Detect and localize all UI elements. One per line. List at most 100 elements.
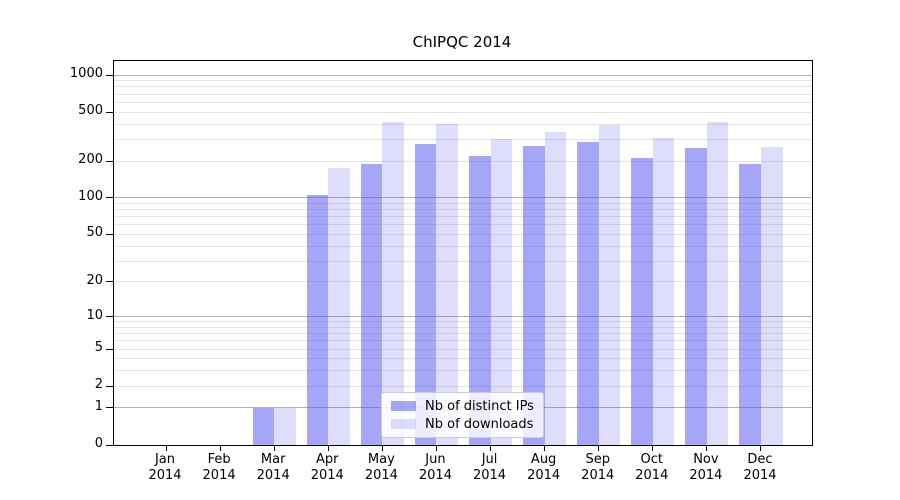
y-tick-mark	[106, 444, 113, 446]
x-tick-mark	[435, 445, 437, 451]
y-gridline-minor	[114, 101, 812, 103]
y-tick-label: 1	[94, 398, 103, 414]
y-gridline-minor	[114, 326, 812, 328]
x-tick-label: Sep 2014	[581, 452, 615, 483]
x-tick-mark	[760, 445, 762, 451]
x-tick-mark	[706, 445, 708, 451]
legend-swatch-downloads	[391, 419, 416, 429]
y-gridline-minor	[114, 385, 812, 387]
legend-label-distinct-ips: Nb of distinct IPs	[425, 398, 534, 414]
bar-downloads	[706, 121, 729, 445]
x-tick-label: Oct 2014	[635, 452, 669, 483]
bar-distinct-ips	[414, 143, 437, 445]
legend-item-distinct-ips: Nb of distinct IPs	[391, 398, 534, 414]
x-tick-mark	[544, 445, 546, 451]
chart-title: ChIPQC 2014	[412, 33, 512, 51]
x-tick-label: Apr 2014	[310, 452, 344, 483]
y-gridline-minor	[114, 358, 812, 360]
bar-downloads	[544, 131, 567, 445]
y-gridline-minor	[114, 233, 812, 235]
legend: Nb of distinct IPs Nb of downloads	[381, 392, 544, 438]
y-tick-mark	[106, 385, 113, 387]
bar-downloads	[382, 121, 404, 445]
legend-swatch-distinct-ips	[391, 401, 416, 411]
x-tick-label: Jul 2014	[472, 452, 507, 483]
bar-downloads	[328, 167, 350, 445]
y-gridline-minor	[114, 260, 812, 262]
y-tick-mark	[106, 74, 113, 76]
y-tick-mark	[106, 160, 113, 162]
y-tick-mark	[106, 281, 113, 283]
bar-distinct-ips	[523, 146, 545, 445]
bar-distinct-ips	[739, 164, 761, 445]
y-gridline-minor	[114, 224, 812, 226]
legend-item-downloads: Nb of downloads	[391, 416, 534, 432]
y-tick-mark	[106, 348, 113, 350]
y-gridline-minor	[114, 281, 812, 283]
y-gridline-major	[114, 74, 812, 76]
x-tick-mark	[273, 445, 275, 451]
bar-distinct-ips	[631, 158, 653, 445]
y-tick-label: 500	[78, 103, 103, 119]
y-gridline-minor	[114, 138, 812, 140]
y-gridline-minor	[114, 123, 812, 125]
y-tick-label: 1000	[69, 66, 103, 82]
y-tick-label: 20	[86, 272, 103, 288]
x-tick-mark	[598, 445, 600, 451]
y-gridline-minor	[114, 216, 812, 218]
y-gridline-minor	[114, 348, 812, 350]
bar-downloads	[274, 407, 296, 445]
y-tick-label: 100	[78, 188, 103, 204]
y-tick-mark	[106, 233, 113, 235]
bar-downloads	[760, 147, 783, 445]
y-gridline-minor	[114, 209, 812, 211]
y-gridline-minor	[114, 93, 812, 95]
x-tick-label: Feb 2014	[202, 452, 236, 483]
y-tick-label: 200	[78, 152, 103, 167]
x-tick-label: Mar 2014	[256, 452, 290, 483]
x-tick-mark	[652, 445, 654, 451]
x-tick-label: May 2014	[364, 452, 398, 483]
x-tick-mark	[490, 445, 492, 451]
y-gridline-major	[114, 316, 812, 318]
x-tick-label: Nov 2014	[689, 452, 723, 483]
y-gridline-minor	[114, 321, 812, 323]
x-tick-mark	[327, 445, 329, 451]
y-gridline-minor	[114, 340, 812, 342]
y-gridline-minor	[114, 333, 812, 335]
y-gridline-minor	[114, 86, 812, 88]
y-tick-label: 2	[94, 377, 103, 393]
y-gridline-minor	[114, 370, 812, 372]
bar-distinct-ips	[252, 407, 275, 445]
plot-area: Nb of distinct IPs Nb of downloads	[106, 60, 813, 451]
x-tick-label: Jan 2014	[148, 452, 182, 483]
bar-downloads	[652, 138, 675, 445]
y-tick-mark	[106, 111, 113, 113]
y-gridline-major	[114, 197, 812, 199]
y-tick-label: 10	[86, 307, 103, 323]
legend-label-downloads: Nb of downloads	[425, 416, 534, 432]
y-gridline-minor	[114, 202, 812, 204]
bar-distinct-ips	[468, 155, 491, 445]
x-tick-label: Dec 2014	[743, 452, 777, 483]
bar-distinct-ips	[577, 141, 599, 445]
bar-downloads	[490, 139, 513, 445]
bar-downloads	[436, 124, 459, 445]
bar-downloads	[598, 124, 621, 445]
y-gridline-minor	[114, 80, 812, 82]
y-tick-mark	[106, 197, 113, 199]
bar-distinct-ips	[360, 164, 383, 445]
x-tick-mark	[381, 445, 383, 451]
y-gridline-minor	[114, 160, 812, 162]
y-gridline-minor	[114, 245, 812, 247]
x-tick-mark	[219, 445, 221, 451]
y-tick-mark	[106, 407, 113, 409]
x-tick-label: Jun 2014	[418, 452, 452, 483]
y-tick-label: 5	[94, 340, 103, 356]
y-tick-label: 50	[86, 225, 103, 241]
y-tick-mark	[106, 316, 113, 318]
y-gridline-minor	[114, 111, 812, 113]
y-tick-label: 0	[94, 436, 103, 451]
x-tick-label: Aug 2014	[527, 452, 561, 483]
